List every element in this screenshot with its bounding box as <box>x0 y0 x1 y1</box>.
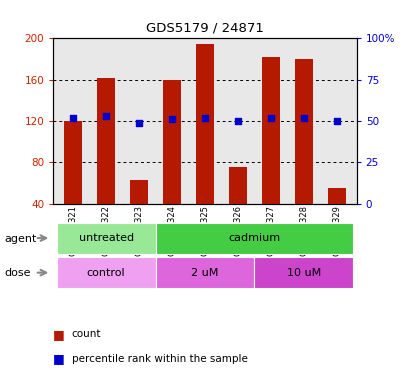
Bar <box>228 167 247 204</box>
Text: count: count <box>72 329 101 339</box>
Bar <box>294 59 312 204</box>
Bar <box>327 188 345 204</box>
Point <box>201 114 208 121</box>
Bar <box>56 257 155 288</box>
Bar <box>56 222 155 253</box>
Bar <box>155 257 254 288</box>
Point <box>234 118 240 124</box>
Bar <box>261 57 279 204</box>
Text: agent: agent <box>4 234 36 244</box>
Text: ■: ■ <box>53 328 65 341</box>
Text: 2 uM: 2 uM <box>191 268 218 278</box>
Text: cadmium: cadmium <box>228 233 280 243</box>
Bar <box>254 257 353 288</box>
Bar <box>196 43 213 204</box>
Point <box>135 119 142 126</box>
Text: GDS5179 / 24871: GDS5179 / 24871 <box>146 21 263 34</box>
Point <box>300 114 306 121</box>
Point <box>70 114 76 121</box>
Text: untreated: untreated <box>78 233 133 243</box>
Point <box>103 113 109 119</box>
Text: 10 uM: 10 uM <box>286 268 320 278</box>
Text: control: control <box>87 268 125 278</box>
Bar <box>64 121 82 204</box>
Point <box>333 118 339 124</box>
Text: dose: dose <box>4 268 31 278</box>
Bar <box>130 180 148 204</box>
Text: percentile rank within the sample: percentile rank within the sample <box>72 354 247 364</box>
Bar <box>155 222 353 253</box>
Text: ■: ■ <box>53 353 65 366</box>
Point <box>169 116 175 122</box>
Point <box>267 114 274 121</box>
Bar <box>97 78 115 204</box>
Bar <box>162 80 181 204</box>
